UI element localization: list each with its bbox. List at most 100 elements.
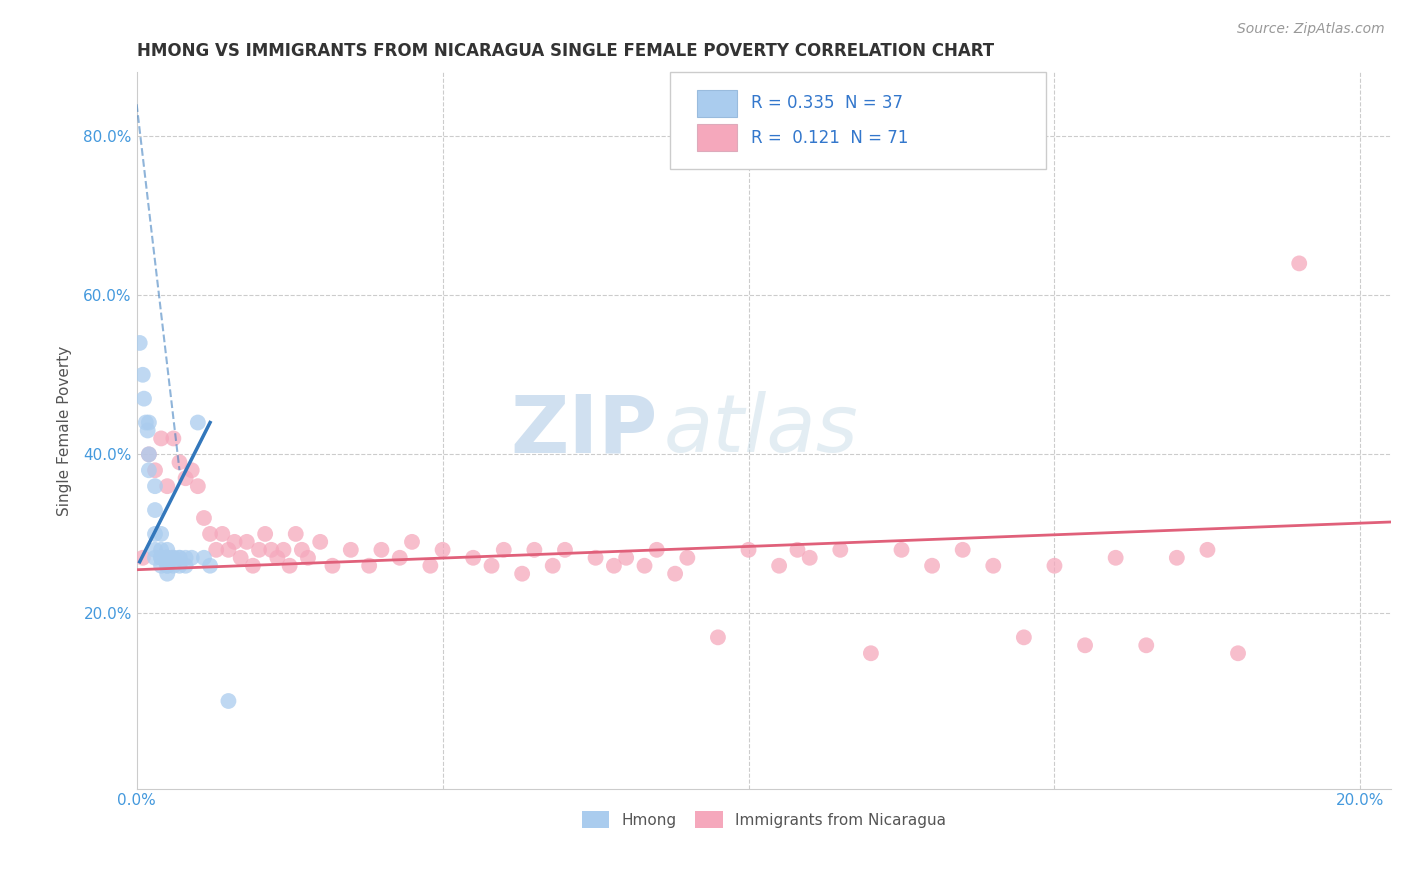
Point <box>799 550 821 565</box>
Point <box>132 392 155 406</box>
Point <box>135 416 157 430</box>
Point <box>1166 550 1188 565</box>
Point <box>198 527 221 541</box>
Point <box>162 558 184 573</box>
Point <box>138 447 160 461</box>
FancyBboxPatch shape <box>669 72 1046 169</box>
Point <box>1197 542 1219 557</box>
Point <box>737 542 759 557</box>
Point <box>242 558 264 573</box>
Bar <box>697 89 738 117</box>
Point <box>645 542 668 557</box>
Point <box>156 542 179 557</box>
Text: R = 0.335  N = 37: R = 0.335 N = 37 <box>751 95 903 112</box>
Point <box>211 527 233 541</box>
Text: HMONG VS IMMIGRANTS FROM NICARAGUA SINGLE FEMALE POVERTY CORRELATION CHART: HMONG VS IMMIGRANTS FROM NICARAGUA SINGL… <box>136 42 994 60</box>
Point <box>291 542 314 557</box>
Point <box>254 527 277 541</box>
Point <box>143 479 166 493</box>
Point <box>169 550 191 565</box>
Point <box>162 432 184 446</box>
Point <box>492 542 515 557</box>
Point <box>890 542 912 557</box>
Point <box>187 416 209 430</box>
Point <box>193 550 215 565</box>
Point <box>1104 550 1126 565</box>
Point <box>132 368 155 382</box>
Point <box>1012 631 1035 645</box>
Point <box>138 463 160 477</box>
Point <box>401 534 423 549</box>
Point <box>859 646 882 660</box>
Point <box>224 534 246 549</box>
Point <box>284 527 307 541</box>
Point <box>205 542 228 557</box>
Point <box>247 542 270 557</box>
Point <box>921 558 943 573</box>
Point <box>554 542 576 557</box>
Point <box>419 558 441 573</box>
Point <box>585 550 607 565</box>
Point <box>187 479 209 493</box>
Point <box>236 534 259 549</box>
Point <box>603 558 626 573</box>
Point <box>150 550 173 565</box>
Point <box>169 455 191 469</box>
Point <box>180 463 202 477</box>
Y-axis label: Single Female Poverty: Single Female Poverty <box>58 345 72 516</box>
Point <box>266 550 288 565</box>
Point <box>768 558 790 573</box>
Point <box>150 527 173 541</box>
Text: ZIP: ZIP <box>510 392 657 469</box>
Point <box>1074 638 1097 652</box>
Point <box>370 542 392 557</box>
Point <box>150 558 173 573</box>
Point <box>952 542 974 557</box>
Text: R =  0.121  N = 71: R = 0.121 N = 71 <box>751 128 908 146</box>
Point <box>156 550 179 565</box>
Point <box>388 550 411 565</box>
Point <box>830 542 852 557</box>
Text: Source: ZipAtlas.com: Source: ZipAtlas.com <box>1237 22 1385 37</box>
Point <box>664 566 686 581</box>
Point <box>193 511 215 525</box>
Point <box>463 550 485 565</box>
Point <box>156 558 179 573</box>
Point <box>541 558 564 573</box>
Point <box>510 566 533 581</box>
Point <box>156 550 179 565</box>
Point <box>156 558 179 573</box>
Legend: Hmong, Immigrants from Nicaragua: Hmong, Immigrants from Nicaragua <box>576 805 952 835</box>
Point <box>432 542 454 557</box>
Point <box>229 550 252 565</box>
Point <box>676 550 699 565</box>
Point <box>309 534 332 549</box>
Point <box>321 558 343 573</box>
Point <box>217 542 239 557</box>
Point <box>1227 646 1250 660</box>
Point <box>162 550 184 565</box>
Point <box>174 558 197 573</box>
Point <box>150 542 173 557</box>
Point <box>174 550 197 565</box>
Point <box>523 542 546 557</box>
Point <box>217 694 239 708</box>
Point <box>169 550 191 565</box>
Point <box>1135 638 1157 652</box>
Point <box>278 558 301 573</box>
Point <box>633 558 655 573</box>
Point <box>273 542 295 557</box>
Point <box>340 542 363 557</box>
Point <box>150 550 173 565</box>
Point <box>138 416 160 430</box>
Point <box>150 432 173 446</box>
Point <box>707 631 730 645</box>
Point <box>138 447 160 461</box>
Point <box>260 542 283 557</box>
Point <box>786 542 808 557</box>
Point <box>198 558 221 573</box>
Point <box>156 566 179 581</box>
Point <box>1043 558 1066 573</box>
Point <box>136 424 159 438</box>
Point <box>143 542 166 557</box>
